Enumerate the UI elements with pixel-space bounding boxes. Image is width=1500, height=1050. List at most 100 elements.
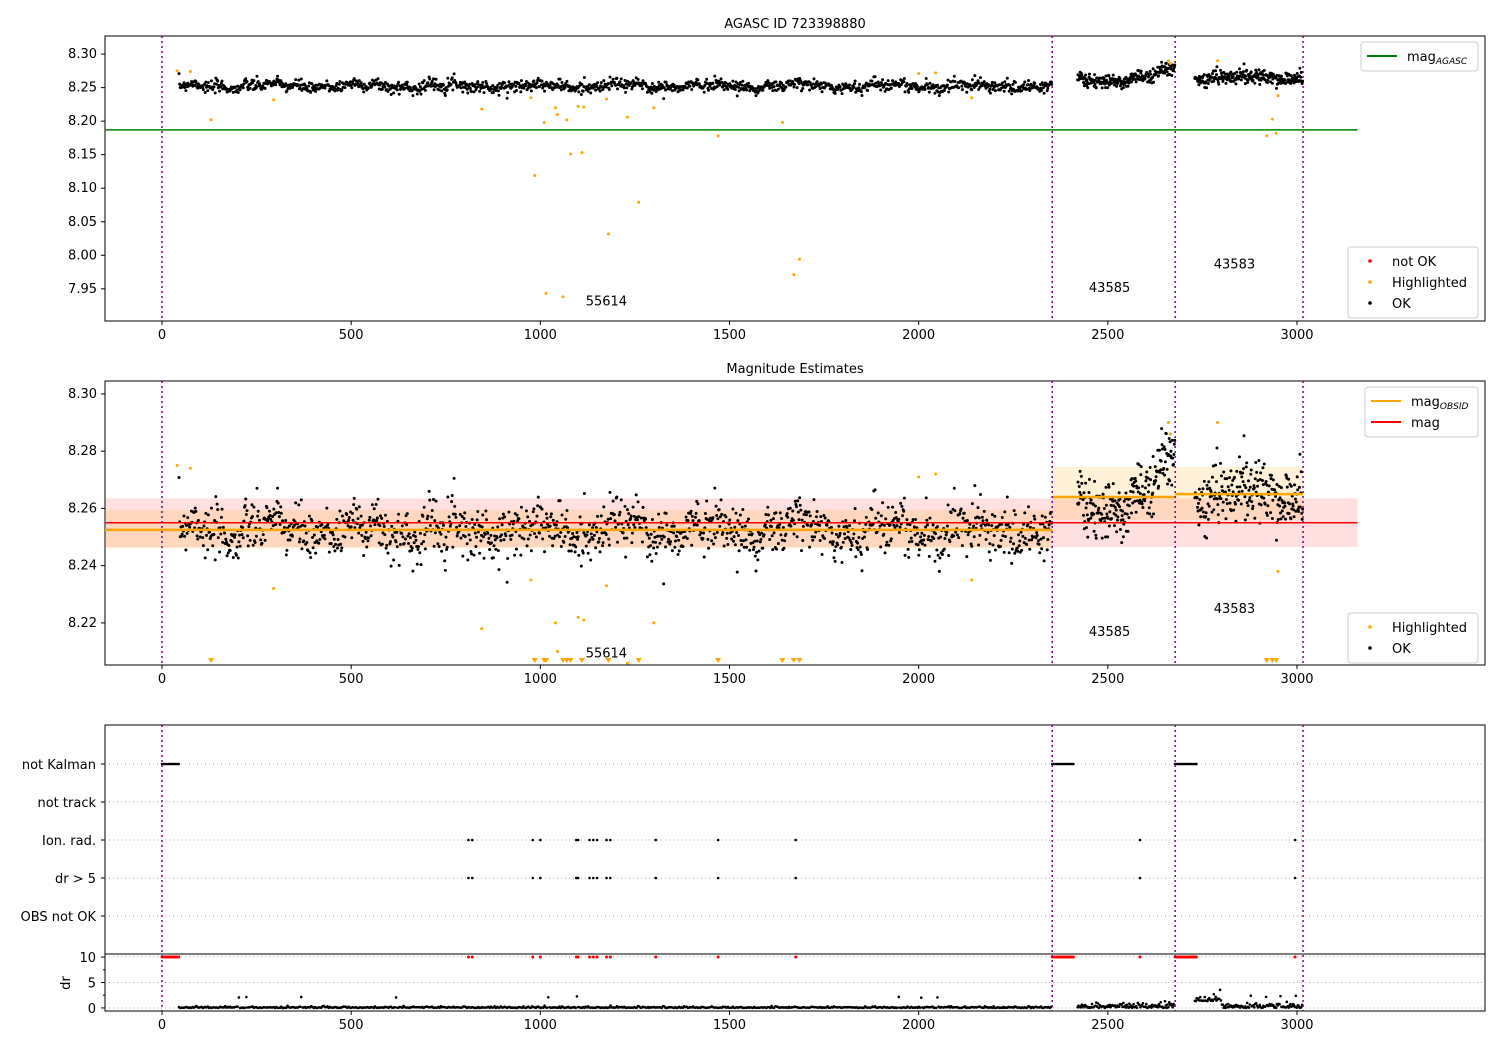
ok-point [664, 545, 668, 549]
ok-point [1250, 500, 1254, 504]
ok-point [1160, 447, 1164, 451]
ok-point [1041, 536, 1045, 540]
ok-point [218, 89, 222, 93]
ok-point [1256, 484, 1260, 488]
ok-point [445, 545, 449, 549]
ok-point [1093, 504, 1097, 508]
ok-point [1028, 525, 1032, 529]
ok-point [1229, 509, 1233, 513]
ok-point [221, 525, 225, 529]
ok-point [1035, 531, 1039, 535]
ok-point [1264, 479, 1268, 483]
dr-point [1145, 1002, 1148, 1006]
ok-point [1204, 515, 1208, 519]
ok-point [234, 553, 238, 557]
ok-point [831, 540, 835, 544]
ok-point [235, 545, 239, 549]
ok-point [560, 80, 564, 84]
ok-point [983, 523, 987, 527]
ok-point [470, 517, 474, 521]
ok-point [1168, 479, 1172, 483]
ok-point [688, 84, 692, 88]
ok-point [370, 503, 374, 507]
ok-point [1249, 468, 1253, 472]
highlighted-point [1265, 134, 1269, 138]
ok-point [905, 518, 909, 522]
ok-point [331, 533, 335, 537]
dr-gt5-point [539, 876, 542, 880]
ok-point [596, 514, 600, 518]
ok-point [818, 523, 822, 527]
ok-point [439, 532, 443, 536]
ok-point [1279, 486, 1283, 490]
ok-point [958, 511, 962, 515]
ok-point [1085, 513, 1089, 517]
ok-point [972, 86, 976, 90]
ok-point [493, 538, 497, 542]
ok-point [662, 97, 666, 101]
ok-point [1257, 68, 1261, 72]
ok-point [1262, 496, 1266, 500]
ok-point [1094, 536, 1098, 540]
ok-point [1162, 466, 1166, 470]
ok-point [841, 540, 845, 544]
ok-point [1202, 479, 1206, 483]
ok-point [519, 553, 523, 557]
ok-point [1284, 474, 1288, 478]
ok-point [943, 536, 947, 540]
ok-point [897, 531, 901, 535]
ok-point [495, 536, 499, 540]
ok-point [266, 519, 270, 523]
ok-point [625, 508, 629, 512]
ok-point [1171, 69, 1175, 73]
ok-point [1301, 507, 1305, 511]
ok-point [448, 524, 452, 528]
ok-point [1197, 487, 1201, 491]
ok-point [937, 569, 941, 573]
ok-point [740, 83, 744, 87]
ok-point [1140, 502, 1144, 506]
ok-point [934, 532, 938, 536]
ok-point [797, 518, 801, 522]
ok-point [988, 558, 992, 562]
ok-point [758, 540, 762, 544]
dr-not-ok-point [1293, 955, 1297, 959]
ok-point [1104, 485, 1108, 489]
ok-point [1197, 83, 1201, 87]
ok-point [1115, 518, 1119, 522]
ok-point [703, 512, 707, 516]
ok-point [1130, 477, 1134, 481]
ok-point [462, 516, 466, 520]
x-tick-label: 2000 [902, 672, 935, 687]
ok-point [442, 543, 446, 547]
ok-point [965, 90, 969, 94]
highlighted-point [272, 587, 276, 591]
ok-point [732, 535, 736, 539]
ok-point [735, 94, 739, 98]
ok-point [598, 89, 602, 93]
ok-point [935, 525, 939, 529]
ok-point [725, 531, 729, 535]
ok-point [314, 551, 318, 555]
ok-point [1205, 487, 1209, 491]
ok-point [829, 540, 833, 544]
ok-point [757, 549, 761, 553]
dr-point [1254, 1001, 1258, 1005]
ok-point [793, 82, 797, 86]
highlighted-point [1276, 94, 1280, 98]
ok-point [629, 514, 633, 518]
ok-point [392, 558, 396, 562]
dr-point [1141, 1001, 1145, 1005]
ok-point [1201, 510, 1205, 514]
ok-point [891, 505, 895, 509]
ok-point [652, 546, 656, 550]
ok-point [473, 522, 477, 526]
ok-point [382, 524, 386, 528]
ok-point [636, 500, 640, 504]
ok-point [350, 536, 354, 540]
ok-point [1207, 480, 1211, 484]
ok-point [1171, 456, 1175, 460]
ok-point [716, 517, 720, 521]
ok-point [706, 537, 710, 541]
ok-point [739, 538, 743, 542]
